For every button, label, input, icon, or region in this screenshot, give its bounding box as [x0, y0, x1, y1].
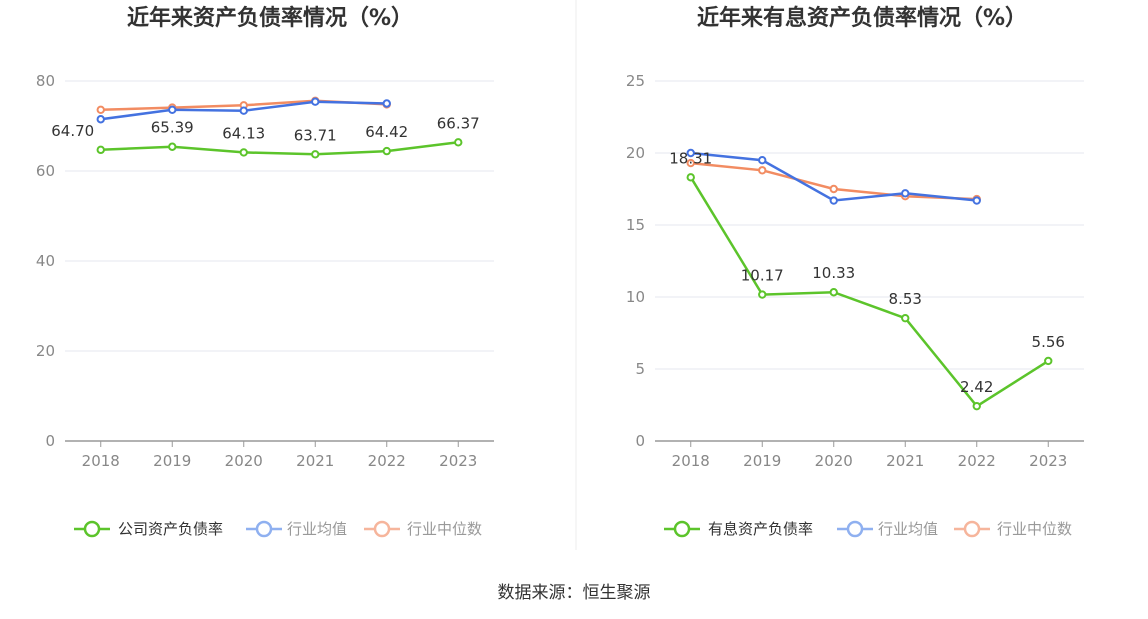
x-tick-label: 2020 [225, 452, 263, 470]
data-point [311, 150, 320, 159]
legend-item-1[interactable]: 公司资产负债率 [74, 520, 223, 538]
data-point [168, 142, 177, 151]
data-label: 64.13 [222, 124, 265, 142]
series-line-3 [690, 161, 977, 201]
legend-marker [846, 520, 864, 538]
data-label: 64.70 [51, 122, 94, 140]
data-point [454, 138, 463, 147]
data-point [168, 105, 177, 115]
data-point [239, 106, 248, 115]
x-tick-label: 2018 [672, 452, 710, 470]
legend-label: 公司资产负债率 [118, 520, 223, 538]
legend-marker [255, 520, 273, 538]
y-tick-label: 15 [626, 216, 645, 234]
y-tick-label: 25 [626, 72, 645, 90]
x-tick-label: 2021 [886, 452, 924, 470]
legend-marker [673, 520, 691, 538]
y-tick-label: 20 [36, 342, 55, 360]
x-tick-label: 2023 [1029, 452, 1067, 470]
y-tick-label: 80 [36, 72, 55, 90]
legend-label: 行业中位数 [407, 520, 482, 538]
x-tick-label: 2019 [743, 452, 781, 470]
y-tick-label: 5 [635, 360, 645, 378]
legend-item-3[interactable]: 行业中位数 [364, 520, 482, 538]
chart-2: 近年来有息资产负债率情况（%） 0 5 10 15 20 25 2018 2019 2020 202… [626, 5, 1084, 538]
data-point [829, 196, 838, 205]
y-tick-label: 60 [36, 162, 55, 180]
x-tick-label: 2020 [815, 452, 853, 470]
data-point [972, 401, 981, 411]
data-point [96, 115, 105, 124]
data-label: 64.42 [365, 123, 408, 141]
data-point [901, 189, 910, 198]
legend-marker [963, 520, 981, 538]
data-point [311, 97, 320, 106]
data-point [382, 99, 391, 108]
legend-item-2[interactable]: 行业均值 [246, 520, 347, 538]
legend-item-3[interactable]: 行业中位数 [954, 520, 1072, 538]
x-tick-label: 2018 [82, 452, 120, 470]
y-tick-label: 0 [635, 432, 645, 450]
legend-marker [83, 520, 101, 538]
legend-label: 行业均值 [287, 520, 347, 538]
series-line-1 [689, 176, 1049, 408]
data-point [901, 313, 910, 323]
data-point [686, 173, 695, 182]
data-point [96, 145, 105, 155]
data-label: 8.53 [889, 290, 922, 308]
x-tick-label: 2022 [958, 452, 996, 470]
data-label: 18.31 [669, 149, 712, 167]
data-point [758, 156, 767, 165]
y-tick-label: 0 [45, 432, 55, 450]
data-label: 63.71 [294, 126, 337, 144]
data-point [686, 148, 695, 158]
data-point [239, 148, 248, 157]
legend-item-1[interactable]: 有息资产负债率 [664, 520, 813, 538]
legend-item-2[interactable]: 行业均值 [837, 520, 938, 538]
data-label: 10.33 [812, 264, 855, 282]
chart-1: 近年来资产负债率情况（%） 0 20 40 60 80 2018 2019 2020 2021 20… [36, 5, 494, 538]
legend-marker [373, 520, 391, 538]
chart-title: 近年来有息资产负债率情况（%） [697, 5, 1027, 31]
x-tick-label: 2021 [296, 452, 334, 470]
series-line-1 [100, 141, 459, 156]
data-label: 66.37 [437, 114, 480, 132]
data-point [382, 146, 391, 156]
data-label: 2.42 [960, 378, 993, 396]
y-tick-label: 10 [626, 288, 645, 306]
source-note: 数据来源：恒生聚源 [498, 583, 651, 603]
data-point [829, 288, 838, 297]
legend-label: 行业中位数 [997, 520, 1072, 538]
series-line-2 [690, 151, 977, 202]
legend-label: 有息资产负债率 [708, 520, 813, 538]
chart-title: 近年来资产负债率情况（%） [127, 5, 413, 31]
y-tick-label: 40 [36, 252, 55, 270]
x-tick-label: 2023 [439, 452, 477, 470]
data-label: 10.17 [741, 267, 784, 285]
data-point [96, 105, 105, 115]
data-point [758, 290, 767, 299]
data-point [972, 196, 981, 205]
data-point [686, 158, 695, 168]
x-tick-label: 2019 [153, 452, 191, 470]
data-label: 65.39 [151, 119, 194, 137]
y-tick-label: 20 [626, 144, 645, 162]
data-point [1044, 356, 1053, 366]
data-point [829, 184, 838, 194]
data-label: 5.56 [1032, 333, 1065, 351]
data-point [758, 166, 767, 175]
legend-label: 行业均值 [878, 520, 938, 538]
x-tick-label: 2022 [368, 452, 406, 470]
